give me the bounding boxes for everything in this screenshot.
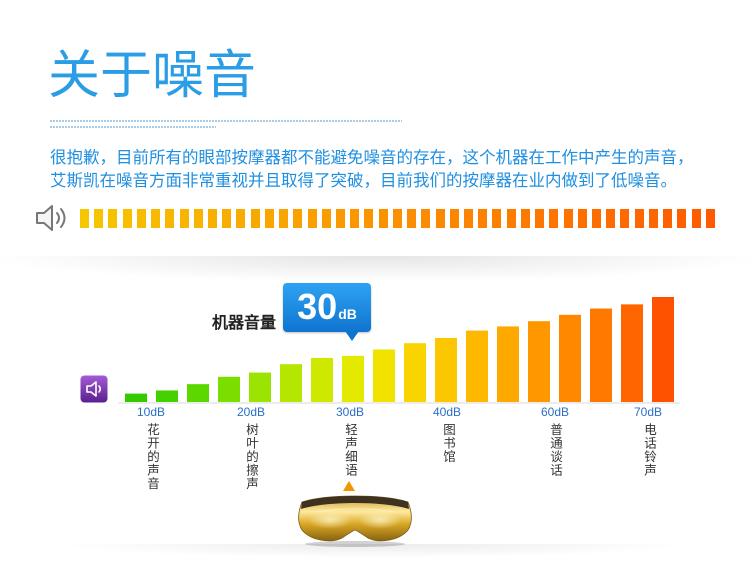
noise-level-meter: [80, 209, 720, 228]
chart-bar: [528, 321, 550, 402]
shadow-band: [60, 544, 690, 558]
meter-segment: [620, 209, 630, 228]
chart-bar: [652, 297, 674, 402]
meter-segment: [293, 209, 303, 228]
meter-segment: [592, 209, 601, 228]
tick-label: 10dB: [136, 405, 166, 419]
meter-segment: [634, 209, 644, 228]
tick-label: 40dB: [432, 405, 462, 419]
meter-segment: [506, 209, 516, 228]
tick-description: 树叶的擦声: [244, 423, 259, 491]
meter-segment: [350, 209, 360, 228]
meter-segment: [378, 209, 388, 228]
meter-segment: [520, 209, 530, 228]
chart-bar: [187, 384, 209, 402]
chart-bar: [249, 372, 271, 402]
tick-label: 70dB: [633, 405, 663, 419]
meter-segment: [208, 209, 217, 228]
meter-segment: [336, 209, 345, 228]
meter-segment: [535, 209, 545, 228]
meter-segment: [222, 209, 232, 228]
meter-segment: [250, 209, 260, 228]
meter-segment: [136, 209, 146, 228]
meter-segment: [94, 209, 104, 228]
tick-description: 轻声细语: [343, 423, 358, 477]
chart-bar: [404, 343, 426, 402]
callout-pointer: [345, 331, 359, 341]
meter-segment: [108, 209, 118, 228]
meter-segment: [307, 209, 317, 228]
fine-print-line: [50, 126, 216, 128]
volume-callout: 30 dB: [283, 283, 371, 332]
meter-segment: [421, 209, 431, 228]
meter-segment: [179, 209, 189, 228]
intro-paragraph: 很抱歉，目前所有的眼部按摩器都不能避免噪音的存在，这个机器在工作中产生的声音， …: [50, 146, 694, 192]
meter-segment: [165, 209, 175, 228]
speaker-icon: [34, 203, 72, 233]
meter-segment: [563, 209, 573, 228]
chart-bar: [435, 337, 457, 402]
tick-description: 普通谈话: [548, 423, 563, 477]
chart-bar: [373, 349, 395, 402]
chart-bar: [466, 330, 488, 402]
noise-bar-chart: [118, 297, 680, 404]
tick-label: 60dB: [540, 405, 570, 419]
chart-bar: [590, 308, 612, 402]
meter-segment: [549, 209, 559, 228]
fine-print-line: [50, 120, 402, 122]
intro-line: 很抱歉，目前所有的眼部按摩器都不能避免噪音的存在，这个机器在工作中产生的声音，: [50, 148, 694, 167]
chart-bar: [125, 393, 147, 402]
meter-segment: [364, 209, 374, 228]
triangle-up-icon: [343, 481, 355, 491]
meter-segment: [478, 209, 488, 228]
tick-description: 花开的声音: [145, 423, 160, 491]
meter-segment: [492, 209, 502, 228]
meter-segment: [577, 209, 587, 228]
chart-bar: [311, 357, 333, 402]
meter-segment: [663, 209, 673, 228]
meter-segment: [236, 209, 246, 228]
meter-segment: [677, 209, 687, 228]
speaker-icon: [80, 375, 108, 403]
tick-description: 电话铃声: [642, 423, 657, 477]
meter-segment: [705, 209, 715, 228]
meter-segment: [321, 209, 331, 228]
meter-segment: [279, 209, 289, 228]
meter-segment: [449, 209, 459, 228]
meter-segment: [648, 209, 658, 228]
chart-bar: [342, 355, 364, 402]
callout-unit: dB: [338, 306, 357, 322]
meter-segment: [435, 209, 445, 228]
chart-bar: [218, 376, 240, 402]
shadow-band: [0, 256, 750, 282]
tick-label: 30dB: [335, 405, 365, 419]
tick-label: 20dB: [236, 405, 266, 419]
meter-segment: [193, 209, 203, 228]
intro-line: 艾斯凯在噪音方面非常重视并且取得了突破，目前我们的按摩器在业内做到了低噪音。: [50, 171, 677, 190]
tick-description: 图书馆: [441, 423, 456, 464]
meter-segment: [151, 209, 161, 228]
meter-segment: [80, 209, 89, 228]
page-title: 关于噪音: [48, 46, 257, 106]
chart-bar: [621, 304, 643, 402]
chart-bar: [559, 314, 581, 402]
meter-segment: [691, 209, 701, 228]
meter-segment: [407, 209, 417, 228]
meter-segment: [122, 209, 132, 228]
meter-segment: [392, 209, 402, 228]
chart-bar: [156, 390, 178, 402]
meter-segment: [606, 209, 616, 228]
meter-segment: [464, 209, 473, 228]
eye-massager-image: [296, 490, 414, 548]
meter-segment: [264, 209, 274, 228]
chart-bar: [497, 326, 519, 402]
callout-label: 机器音量: [212, 313, 277, 332]
chart-bar: [280, 364, 302, 402]
callout-value: 30: [297, 286, 338, 327]
